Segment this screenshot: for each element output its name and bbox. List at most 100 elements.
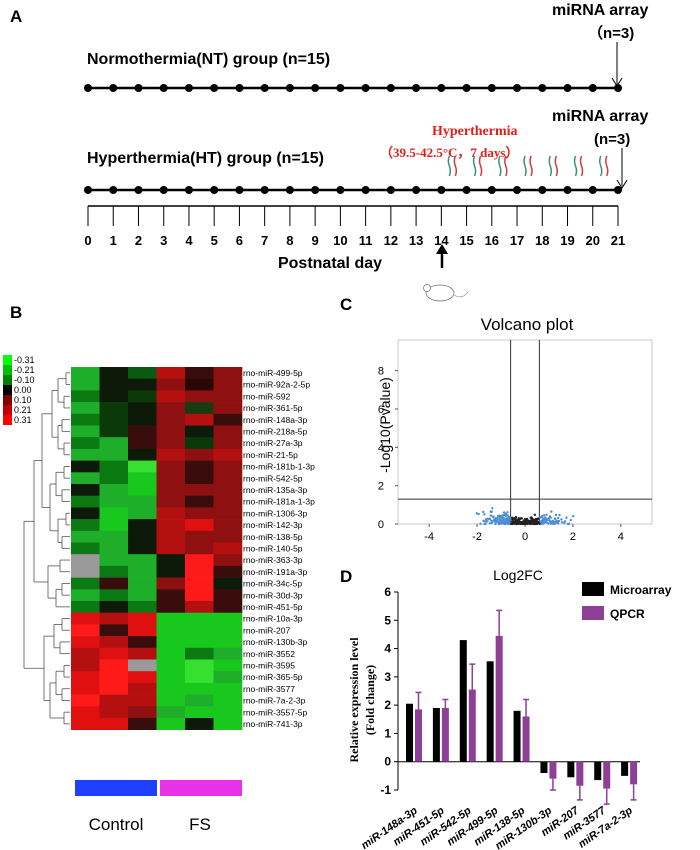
volcano-point (535, 517, 538, 521)
heatmap-cell (156, 682, 186, 695)
array-label-ht: miRNA array (552, 108, 648, 125)
scale-swatch (3, 405, 12, 415)
volcano-point (545, 513, 548, 517)
volcano-point (535, 520, 538, 523)
heat-icons (447, 155, 609, 177)
heatmap-cell (71, 437, 100, 450)
volcano-xtick-label: 2 (570, 531, 576, 543)
volcano-point (506, 520, 510, 523)
volcano-point (501, 514, 504, 517)
ht-day-dot (210, 186, 219, 194)
volcano-point (538, 522, 541, 525)
mirna-label: rno-miR-92a-2-5p (243, 380, 310, 390)
volcano-point (557, 519, 561, 523)
day-tick-label: 20 (586, 233, 600, 248)
heatmap-cell (99, 507, 129, 520)
nt-day-dot (614, 84, 622, 92)
heatmap-cell (156, 718, 186, 730)
volcano-point (550, 520, 553, 523)
volcano-point (565, 516, 568, 519)
heatmap-cell (156, 495, 186, 508)
day-tick-label: 19 (560, 233, 574, 248)
volcano-point (477, 512, 480, 516)
nt-day-dot (437, 84, 446, 92)
mirna-label: rno-miR-7a-2-3p (243, 696, 306, 706)
bar-microarray (567, 761, 575, 778)
day-tick-label: 14 (434, 233, 449, 248)
volcano-point (514, 520, 517, 523)
ht-day-dot (361, 186, 370, 194)
heat-wave (498, 155, 502, 177)
scale-value: 0.21 (14, 405, 32, 415)
scale-value: -0.10 (14, 375, 35, 385)
volcano-point (489, 514, 493, 517)
bar-microarray (621, 761, 629, 776)
scale-value: -0.31 (14, 355, 35, 365)
heatmap-cell (156, 484, 186, 496)
day-tick-label: 18 (535, 233, 549, 248)
array-label-nt: miRNA array (552, 2, 648, 19)
volcano-point (483, 513, 486, 516)
ht-day-dot (159, 186, 168, 194)
mirna-label: rno-miR-130b-3p (243, 637, 308, 647)
heatmap-cell (185, 367, 214, 379)
heatmap-cell (128, 682, 157, 695)
heatmap-cell (185, 413, 214, 426)
heatmap-cell (156, 472, 186, 485)
nt-day-dot (336, 84, 345, 92)
bar-legend: Microarray QPCR (582, 582, 672, 621)
ht-day-dot (336, 186, 345, 194)
volcano-point (542, 514, 546, 517)
volcano-ytick-label: 4 (378, 442, 384, 454)
heatmap-cell (128, 706, 157, 719)
heatmap-cell (71, 402, 100, 415)
row-dendrogram (23, 372, 70, 725)
mirna-label: rno-miR-451-5p (243, 602, 303, 612)
heatmap-cell (71, 460, 100, 473)
heatmap-cell (185, 460, 214, 473)
heatmap-cell (128, 542, 157, 555)
heat-wave (447, 155, 452, 177)
heat-icon (573, 155, 584, 177)
heatmap-cell (71, 706, 100, 719)
heatmap-cell (71, 659, 100, 672)
volcano-point (479, 522, 482, 525)
heatmap-cell (156, 402, 186, 415)
heatmap-cell (213, 706, 243, 719)
heatmap-cell (71, 647, 100, 660)
heatmap-cell (128, 647, 157, 660)
day-tick-label: 12 (384, 233, 398, 248)
heatmap-cell (99, 530, 129, 543)
heatmap-cell (99, 378, 129, 391)
heatmap-cell (185, 659, 214, 672)
volcano-point (488, 522, 492, 525)
heatmap-cell (99, 437, 129, 450)
volcano-ylabel: -Log10(Pvalue) (377, 377, 393, 473)
mirna-label: rno-miR-181a-1-3p (243, 497, 315, 507)
day-tick-label: 1 (110, 233, 117, 248)
panel-c-label: C (340, 295, 352, 314)
volcano-point (569, 518, 573, 522)
heat-wave (523, 155, 527, 177)
heatmap-cell (128, 589, 157, 602)
bar-ylabel-1: Relative expression level (347, 637, 361, 763)
nt-day-dot (134, 84, 143, 92)
ht-group-label: Hyperthermia(HT) group (n=15) (87, 150, 324, 167)
panel-a-label: A (10, 7, 22, 26)
heatmap-cell (213, 460, 243, 473)
heatmap-cell (99, 682, 129, 695)
day14-arrowhead (436, 244, 448, 254)
heatmap-cell (99, 706, 129, 719)
heatmap-cell (99, 367, 129, 379)
heatmap-cell (71, 425, 100, 438)
heatmap-cell (185, 647, 214, 660)
heatmap-cell (156, 367, 186, 379)
heatmap-cell (213, 624, 243, 637)
day-tick-label: 3 (160, 233, 167, 248)
bar-qpcr (603, 761, 611, 789)
heatmap-cell (185, 402, 214, 415)
heatmap-cell (128, 601, 157, 613)
ht-day-dot (235, 186, 244, 194)
heatmap-cell (128, 402, 157, 415)
bar-qpcr (495, 635, 503, 762)
